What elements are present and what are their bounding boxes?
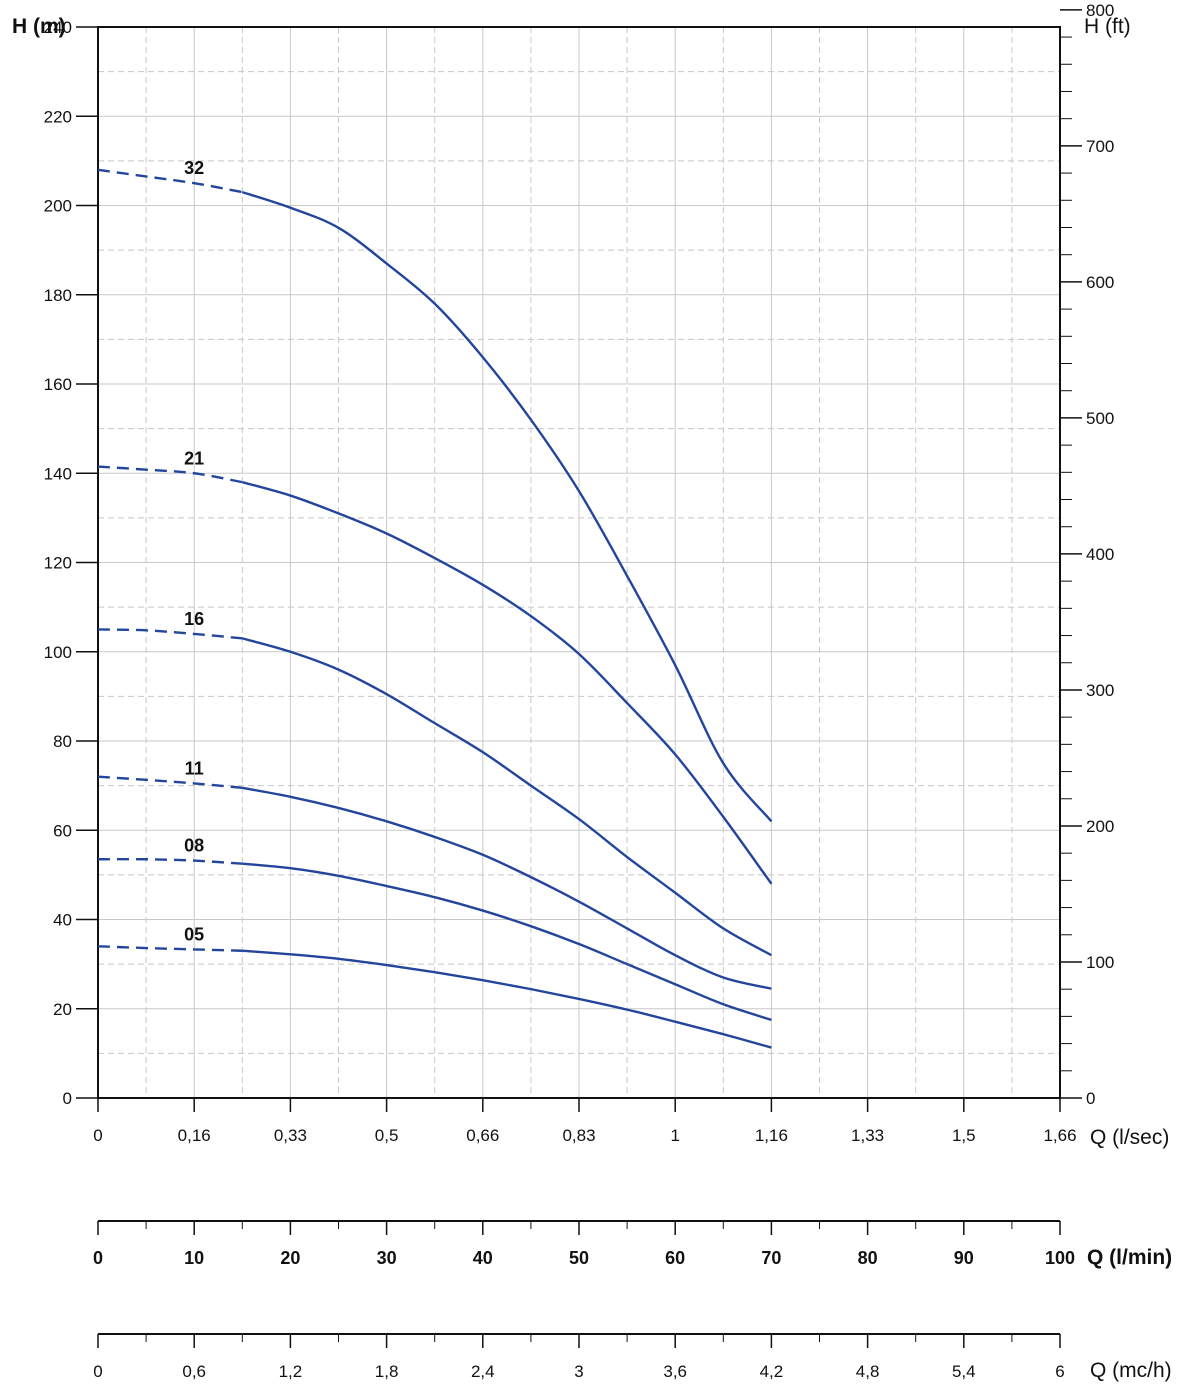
right-tick-label: 800 [1086,1,1114,20]
left-tick-label: 40 [53,911,72,930]
bottom-axis-lsec: 0 0,16 0,33 0,5 0,66 0,83 1 1,16 1,33 1,5 1,66 [93,1098,1077,1145]
right-tick-label: 500 [1086,409,1114,428]
lmin-tick-label: 40 [473,1248,493,1268]
bottom-tick-label: 1,33 [851,1126,884,1145]
curve-label-32: 32 [184,158,204,178]
curve-11-dashed [97,775,243,790]
lmin-tick-label: 100 [1045,1248,1075,1268]
bottom-tick-label: 0,33 [274,1126,307,1145]
lmin-tick-label: 20 [280,1248,300,1268]
bottom-tick-label: 1,5 [952,1126,976,1145]
curve-32-dashed [97,168,243,194]
mch-tick-label: 1,2 [279,1362,303,1381]
bottom-tick-label: 0,66 [466,1126,499,1145]
left-tick-label: 200 [44,197,72,216]
curve-08 [242,862,772,1022]
left-tick-label: 0 [63,1089,72,1108]
bottom-tick-label: 0,83 [562,1126,595,1145]
right-tick-label: 0 [1086,1089,1095,1108]
right-tick-label: 400 [1086,545,1114,564]
right-tick-label: 700 [1086,137,1114,156]
right-tick-label: 200 [1086,817,1114,836]
x-axis-lmin-title: Q (l/min) [1087,1246,1172,1269]
mch-tick-label: 6 [1055,1362,1064,1381]
curve-05-dashed [97,945,243,952]
curve-16 [241,637,772,957]
right-axis-title: H (ft) [1084,15,1131,38]
right-axis: 0 100 200 300 400 500 600 700 800 [1060,1,1114,1108]
left-tick-label: 80 [53,732,72,751]
left-tick-label: 60 [53,821,72,840]
lmin-tick-label: 0 [93,1248,103,1268]
mch-tick-label: 2,4 [471,1362,495,1381]
left-tick-label: 100 [44,643,72,662]
x-axis-mch-title: Q (mc/h) [1090,1359,1172,1382]
axis-mch: 0 0,6 1,2 1,8 2,4 3 3,6 4,2 4,8 5,4 6 [93,1333,1065,1381]
lmin-tick-label: 30 [377,1248,397,1268]
lmin-tick-label: 90 [954,1248,974,1268]
left-axis-title: H (m) [12,15,66,38]
bottom-tick-label: 1,66 [1043,1126,1076,1145]
left-axis: 0 20 40 60 80 100 120 140 160 180 200 220 240 [44,18,98,1108]
curve-label-16: 16 [184,609,204,629]
mch-tick-label: 1,8 [375,1362,399,1381]
x-axis-lsec-title: Q (l/sec) [1090,1126,1169,1149]
curve-21-dashed [97,465,243,484]
curve-21 [241,481,773,885]
right-tick-label: 100 [1086,953,1114,972]
bottom-tick-label: 0,5 [375,1126,399,1145]
bottom-tick-label: 0 [93,1126,102,1145]
mch-tick-label: 4,8 [856,1362,880,1381]
lmin-tick-label: 50 [569,1248,589,1268]
lmin-tick-label: 70 [761,1248,781,1268]
left-tick-label: 160 [44,375,72,394]
mch-tick-label: 3 [574,1362,583,1381]
bottom-tick-label: 0,16 [178,1126,211,1145]
right-tick-label: 600 [1086,273,1114,292]
left-tick-label: 20 [53,1000,72,1019]
left-tick-label: 240 [44,18,72,37]
mch-tick-label: 5,4 [952,1362,976,1381]
lmin-tick-label: 60 [665,1248,685,1268]
axis-lmin: 0 10 20 30 40 50 60 70 80 90 100 [93,1220,1075,1268]
lmin-tick-label: 80 [858,1248,878,1268]
left-tick-label: 180 [44,286,72,305]
curve-05 [242,949,772,1049]
mch-tick-label: 4,2 [760,1362,784,1381]
grid-lines [98,27,1060,1098]
curve-label-11: 11 [185,758,204,778]
curves: 32 21 16 11 08 05 [97,158,773,1049]
left-tick-label: 140 [44,464,72,483]
curve-label-21: 21 [184,448,204,468]
lmin-tick-label: 10 [184,1248,204,1268]
bottom-tick-label: 1,16 [755,1126,788,1145]
curve-16-dashed [97,628,243,640]
curve-08-dashed [97,857,243,865]
left-tick-label: 120 [44,554,72,573]
mch-tick-label: 0 [93,1362,102,1381]
mch-tick-label: 0,6 [182,1362,206,1381]
curve-11 [242,786,772,990]
bottom-tick-label: 1 [670,1126,679,1145]
left-tick-label: 220 [44,107,72,126]
right-tick-label: 300 [1086,681,1114,700]
curve-label-05: 05 [184,924,204,944]
curve-32 [241,190,773,823]
curve-label-08: 08 [184,836,204,856]
mch-tick-label: 3,6 [663,1362,687,1381]
